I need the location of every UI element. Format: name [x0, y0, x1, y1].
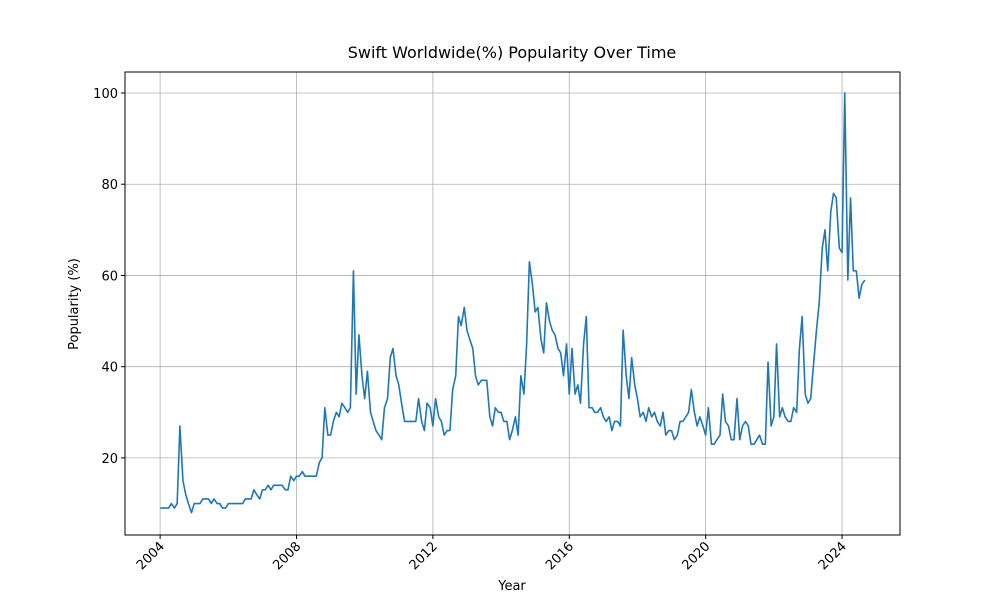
y-tick-label: 20 — [101, 452, 118, 467]
chart-title: Swift Worldwide(%) Popularity Over Time — [348, 43, 677, 62]
line-series — [160, 92, 866, 514]
x-tick-label: 2008 — [270, 539, 304, 573]
x-tick-label: 2004 — [134, 539, 168, 573]
plot-frame — [124, 71, 901, 536]
y-tick-label: 100 — [93, 87, 118, 102]
x-axis-label: Year — [497, 579, 526, 594]
y-axis-label: Popularity (%) — [67, 258, 82, 350]
x-tick-label: 2012 — [407, 539, 441, 573]
x-tick-label: 2016 — [543, 539, 577, 573]
y-tick-label: 80 — [101, 178, 118, 193]
x-tick-label: 2024 — [816, 539, 850, 573]
x-tick-label: 2020 — [679, 539, 713, 573]
y-tick-label: 60 — [101, 269, 118, 284]
y-tick-label: 40 — [101, 361, 118, 376]
